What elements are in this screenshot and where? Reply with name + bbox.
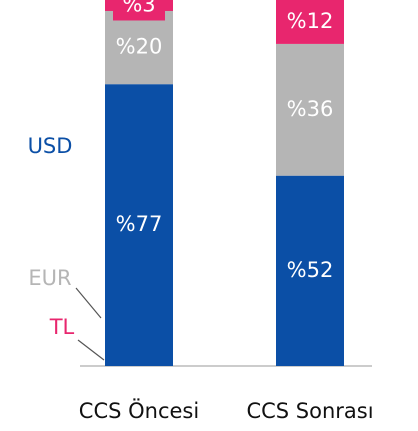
legend-label: EUR [28, 266, 71, 290]
bar-segment [276, 175, 344, 366]
x-tick-label: CCS Öncesi [79, 398, 199, 423]
bar-segment [105, 10, 173, 85]
bar-segment [276, 43, 344, 176]
leader-line [75, 287, 102, 319]
value-label: %36 [287, 97, 334, 121]
value-label: %77 [116, 212, 163, 236]
value-label: %12 [287, 9, 334, 33]
legend-label: USD [28, 134, 73, 158]
value-label: %3 [122, 0, 155, 16]
label-background [113, 0, 165, 21]
leader-line [77, 339, 105, 361]
value-label: %20 [116, 35, 163, 59]
value-label: %52 [287, 258, 334, 282]
bar-segment [105, 84, 173, 367]
x-tick-label: CCS Sonrası [246, 399, 373, 423]
bar-segment [276, 0, 344, 44]
legend-label: TL [49, 315, 75, 339]
